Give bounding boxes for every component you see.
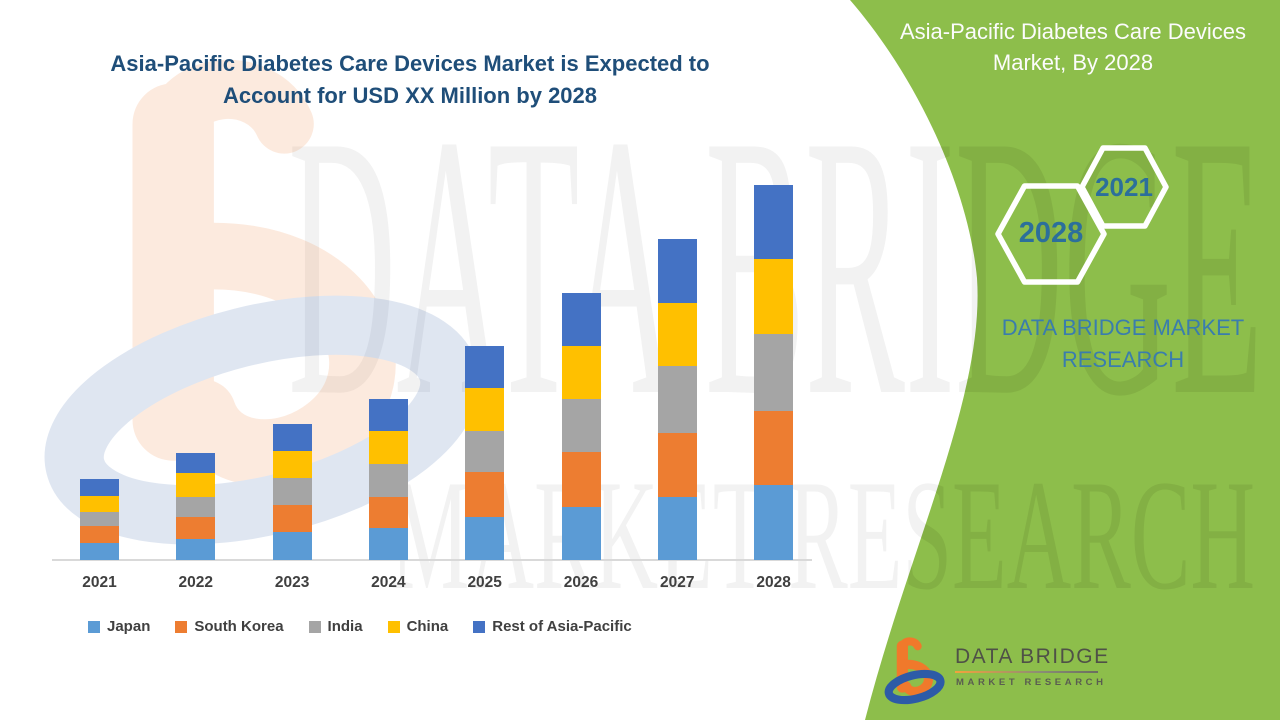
- legend-label: China: [406, 618, 449, 635]
- bar-segment-2021-japan: [80, 543, 119, 560]
- bar-segment-2028-japan: [754, 485, 794, 560]
- x-axis-label-2024: 2024: [371, 574, 406, 591]
- bar-segment-2027-rest-of-asia-pacific: [657, 239, 697, 303]
- bar-segment-2025-south-korea: [465, 472, 505, 517]
- bar-segment-2023-south-korea: [272, 505, 312, 532]
- bar-segment-2022-india: [176, 497, 216, 517]
- bar-segment-2026-china: [561, 346, 601, 399]
- legend-item-japan: Japan: [88, 618, 150, 635]
- bar-segment-2024-china: [368, 431, 408, 464]
- bar-segment-2021-rest-of-asia-pacific: [80, 479, 119, 496]
- legend-swatch-icon: [308, 620, 321, 633]
- green-panel: [850, 0, 1280, 720]
- legend-item-india: India: [308, 618, 363, 635]
- bar-segment-2027-japan: [657, 497, 697, 560]
- x-axis-label-2027: 2027: [660, 574, 695, 591]
- bar-segment-2028-rest-of-asia-pacific: [754, 185, 794, 259]
- bar-segment-2021-south-korea: [80, 526, 119, 543]
- bar-segment-2024-india: [368, 464, 408, 497]
- x-axis-label-2028: 2028: [756, 574, 791, 591]
- bar-segment-2026-india: [561, 399, 601, 452]
- x-axis-label-2021: 2021: [82, 574, 117, 591]
- bar-segment-2024-south-korea: [368, 497, 408, 528]
- chart-legend: Japan South Korea India China Rest of Asia-P…: [88, 618, 632, 635]
- bar-segment-2022-china: [176, 473, 216, 497]
- x-axis-label-2025: 2025: [467, 574, 502, 591]
- bar-segment-2025-china: [465, 388, 505, 431]
- legend-item-south-korea: South Korea: [175, 618, 284, 635]
- legend-label: South Korea: [194, 618, 284, 635]
- bar-segment-2023-japan: [272, 532, 312, 560]
- bar-segment-2023-china: [272, 451, 312, 478]
- bar-segment-2022-south-korea: [176, 517, 216, 539]
- bar-segment-2021-india: [80, 512, 119, 526]
- legend-label: Japan: [107, 618, 151, 635]
- bar-segment-2026-south-korea: [561, 452, 601, 507]
- bar-segment-2027-china: [657, 303, 697, 366]
- bar-segment-2025-india: [465, 431, 505, 472]
- bar-segment-2027-south-korea: [657, 433, 697, 497]
- bar-segment-2024-rest-of-asia-pacific: [368, 399, 408, 431]
- bar-segment-2025-rest-of-asia-pacific: [465, 346, 505, 388]
- bar-segment-2022-rest-of-asia-pacific: [176, 453, 216, 473]
- legend-swatch-icon: [473, 620, 486, 633]
- bar-segment-2027-india: [657, 366, 697, 433]
- x-axis-label-2022: 2022: [178, 574, 214, 591]
- bar-segment-2023-india: [272, 478, 312, 505]
- hexagon-2028-icon: [995, 183, 1107, 285]
- legend-item-rest-of-asia-pacific: Rest of Asia-Pacific: [473, 618, 632, 635]
- bar-segment-2026-japan: [561, 507, 601, 560]
- x-axis-label-2023: 2023: [274, 574, 310, 591]
- bar-segment-2022-japan: [176, 539, 216, 560]
- legend-swatch-icon: [88, 620, 100, 633]
- bar-segment-2028-china: [754, 259, 794, 334]
- bar-segment-2025-japan: [465, 517, 505, 560]
- bar-segment-2023-rest-of-asia-pacific: [272, 424, 312, 451]
- x-axis-line: [52, 559, 812, 561]
- legend-label: Rest of Asia-Pacific: [492, 618, 632, 635]
- legend-label: India: [327, 618, 363, 635]
- bar-segment-2024-japan: [368, 528, 408, 560]
- legend-swatch-icon: [387, 620, 400, 633]
- bar-segment-2028-india: [754, 334, 794, 411]
- bar-segment-2028-south-korea: [754, 411, 794, 485]
- bar-segment-2021-china: [80, 496, 119, 512]
- hexagon-2021-icon: [1079, 145, 1169, 229]
- legend-swatch-icon: [175, 620, 188, 633]
- bar-segment-2026-rest-of-asia-pacific: [561, 293, 601, 346]
- x-axis-label-2026: 2026: [563, 574, 599, 591]
- legend-item-china: China: [387, 618, 449, 635]
